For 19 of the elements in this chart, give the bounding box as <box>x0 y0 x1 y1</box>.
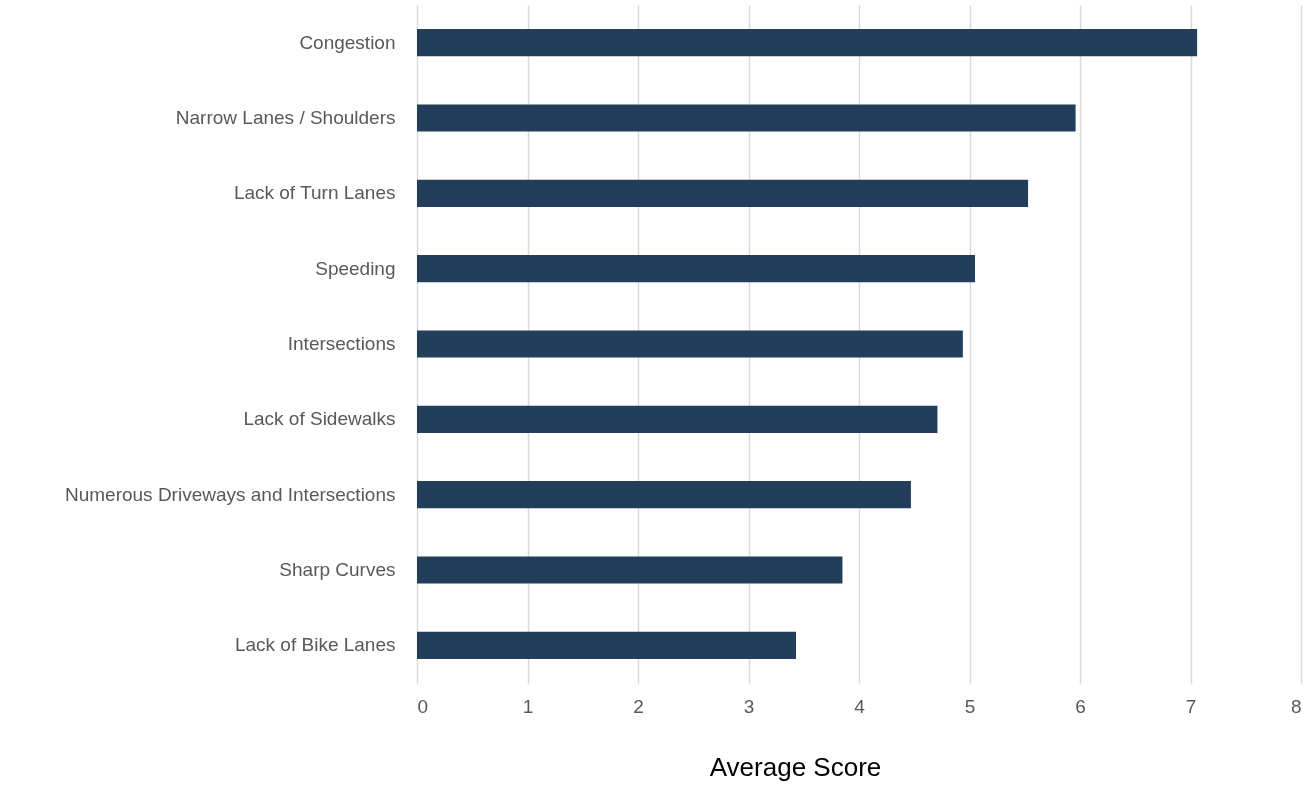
y-tick-label: Lack of Sidewalks <box>243 408 396 430</box>
y-tick-label: Narrow Lanes / Shoulders <box>175 107 396 128</box>
x-tick-label: 7 <box>1185 695 1197 717</box>
y-tick-label: Speeding <box>315 257 396 279</box>
y-tick-label: Numerous Driveways and Intersections <box>64 483 396 505</box>
y-tick-label: Sharp Curves <box>279 559 396 580</box>
x-axis-title: Average Score <box>709 751 882 782</box>
y-tick-label: Congestion <box>299 31 396 53</box>
x-tick-label: 0 <box>417 695 429 717</box>
x-tick-label: 5 <box>964 695 976 717</box>
x-tick-label: 1 <box>522 695 534 717</box>
x-tick-label: 2 <box>633 695 644 717</box>
x-tick-label: 8 <box>1290 695 1302 717</box>
x-tick-label: 3 <box>743 695 755 717</box>
x-tick-label: 6 <box>1075 695 1086 717</box>
y-tick-label: Intersections <box>287 333 396 354</box>
y-tick-label: Lack of Bike Lanes <box>234 634 396 656</box>
y-tick-label: Lack of Turn Lanes <box>233 182 396 204</box>
x-tick-label: 4 <box>854 695 866 717</box>
